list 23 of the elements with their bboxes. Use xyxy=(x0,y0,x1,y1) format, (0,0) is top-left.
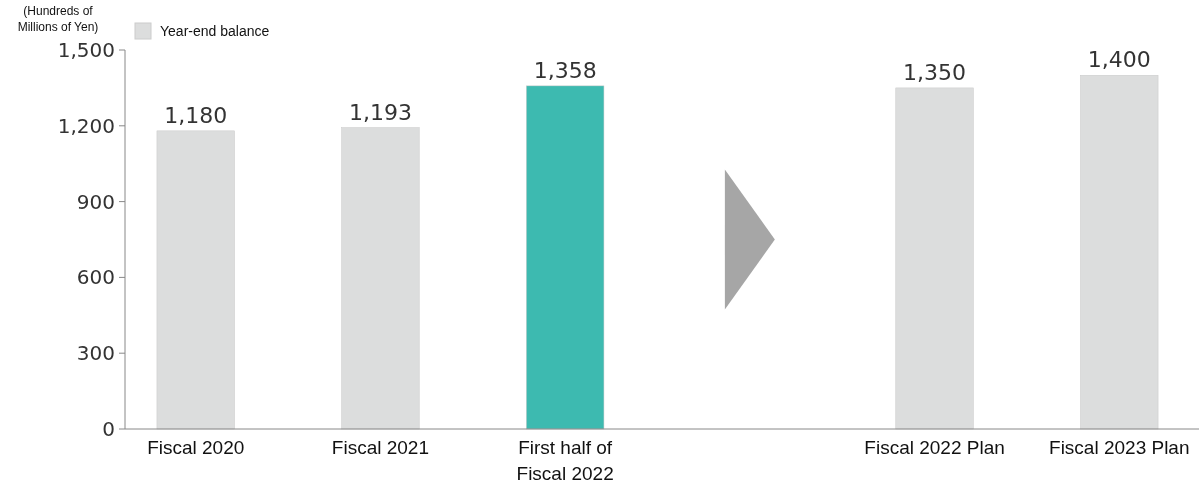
data-label: 1,180 xyxy=(164,102,228,128)
x-tick-label: Fiscal 2021 xyxy=(331,437,430,458)
x-tick-label: First half of Fiscal 2022 xyxy=(516,437,614,484)
y-tick-label: 1,500 xyxy=(57,38,115,62)
bar xyxy=(526,85,605,430)
legend-label: Year-end balance xyxy=(160,22,270,39)
bar xyxy=(1080,75,1159,430)
data-label: 1,358 xyxy=(533,57,597,83)
y-tick-label: 600 xyxy=(76,265,115,290)
data-label: 1,193 xyxy=(348,99,412,125)
x-tick-label: Fiscal 2022 Plan xyxy=(864,437,1005,458)
bar xyxy=(895,87,974,430)
x-tick-label: Fiscal 2020 xyxy=(147,437,245,458)
y-tick-label: 1,200 xyxy=(57,113,115,138)
y-tick-label: 300 xyxy=(76,341,115,366)
data-label: 1,350 xyxy=(903,59,967,85)
y-tick-label: 0 xyxy=(102,417,115,441)
y-tick-label: 900 xyxy=(76,189,115,214)
x-tick-label: Fiscal 2023 Plan xyxy=(1049,437,1190,458)
y-axis-title: (Hundreds of Millions of Yen) xyxy=(17,4,99,34)
data-label: 1,400 xyxy=(1087,47,1151,73)
bar xyxy=(156,130,235,430)
bar xyxy=(341,127,420,430)
